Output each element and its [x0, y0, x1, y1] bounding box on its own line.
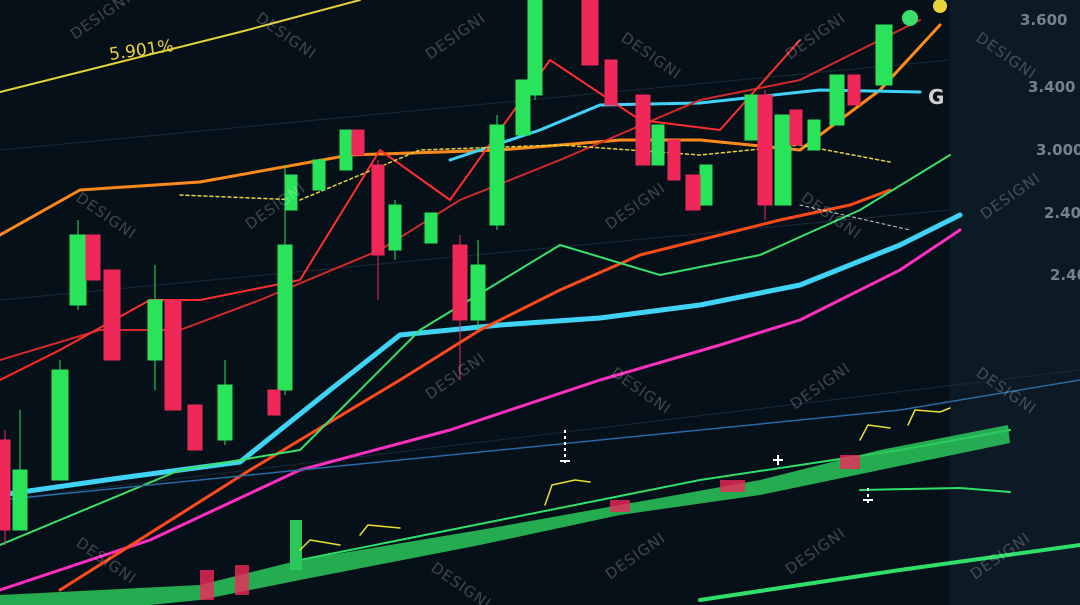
markers — [560, 430, 873, 506]
price-label: 2.400 — [1050, 266, 1080, 284]
dot — [902, 10, 918, 26]
price-label: 3.400 — [1028, 78, 1075, 96]
price-label: 3.000 — [1036, 141, 1080, 159]
price-panel — [950, 0, 1080, 605]
marker-label: G — [928, 85, 944, 109]
price-label: 2.400 — [1044, 204, 1080, 222]
price-label: 3.600 — [1020, 11, 1067, 29]
dot — [933, 0, 947, 13]
histogram — [0, 425, 1010, 605]
grid — [0, 59, 1080, 501]
candles — [0, 0, 893, 545]
annotation-marks — [299, 407, 951, 551]
